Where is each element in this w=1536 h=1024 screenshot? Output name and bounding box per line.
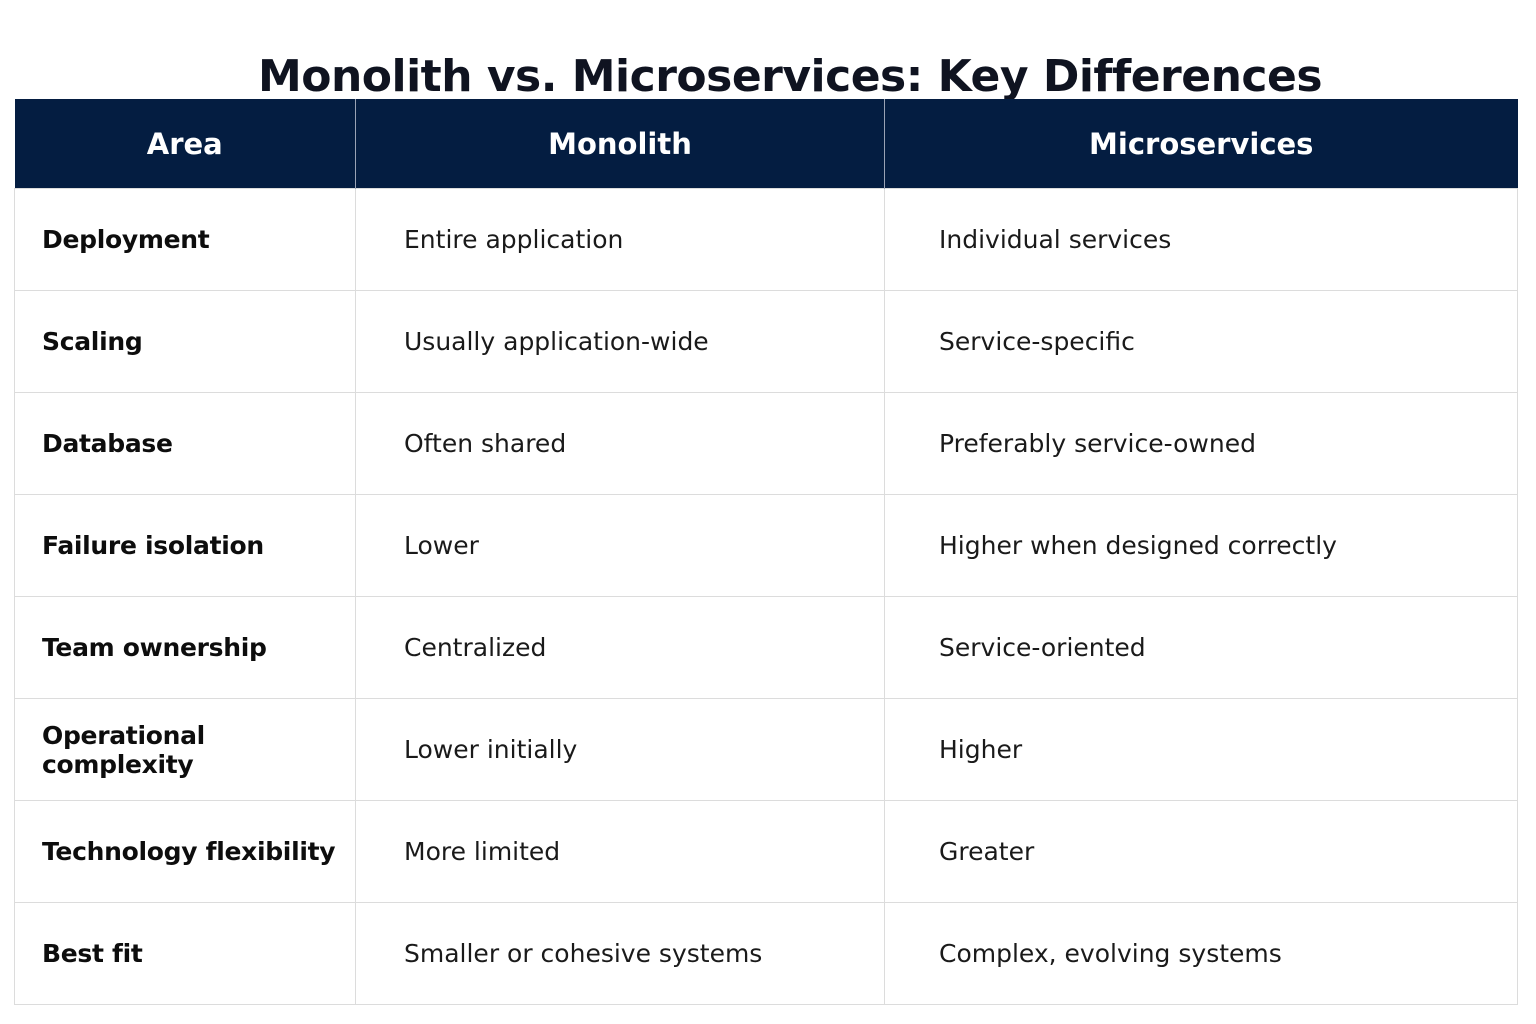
table-row: Scaling Usually application-wide Service… <box>14 290 1518 393</box>
row-monolith-cell: More limited <box>355 800 885 903</box>
table-body: Deployment Entire application Individual… <box>14 188 1518 1005</box>
header-microservices: Microservices <box>884 99 1518 189</box>
header-monolith: Monolith <box>355 99 885 189</box>
row-area-cell: Team ownership <box>14 596 356 699</box>
table-row: Deployment Entire application Individual… <box>14 188 1518 291</box>
row-monolith-cell: Smaller or cohesive systems <box>355 902 885 1005</box>
header-row: Area Monolith Microservices <box>14 99 1518 189</box>
row-microservices-cell: Greater <box>884 800 1518 903</box>
row-microservices-cell: Higher <box>884 698 1518 801</box>
row-monolith-cell: Often shared <box>355 392 885 495</box>
table-row: Best fit Smaller or cohesive systems Com… <box>14 902 1518 1005</box>
row-monolith-cell: Entire application <box>355 188 885 291</box>
row-microservices-cell: Service-oriented <box>884 596 1518 699</box>
row-microservices-cell: Service-specific <box>884 290 1518 393</box>
row-area-cell: Failure isolation <box>14 494 356 597</box>
row-area-cell: Database <box>14 392 356 495</box>
table-row: Operational complexity Lower initially H… <box>14 698 1518 801</box>
row-microservices-cell: Preferably service-owned <box>884 392 1518 495</box>
table-row: Failure isolation Lower Higher when desi… <box>14 494 1518 597</box>
row-microservices-cell: Individual services <box>884 188 1518 291</box>
table-header: Area Monolith Microservices <box>14 99 1518 189</box>
table-row: Technology flexibility More limited Grea… <box>14 800 1518 903</box>
row-microservices-cell: Complex, evolving systems <box>884 902 1518 1005</box>
row-monolith-cell: Centralized <box>355 596 885 699</box>
header-area: Area <box>14 99 356 189</box>
row-monolith-cell: Lower <box>355 494 885 597</box>
row-area-cell: Technology flexibility <box>14 800 356 903</box>
table-row: Database Often shared Preferably service… <box>14 392 1518 495</box>
page-title: Monolith vs. Microservices: Key Differen… <box>257 51 1323 103</box>
row-monolith-cell: Usually application-wide <box>355 290 885 393</box>
row-monolith-cell: Lower initially <box>355 698 885 801</box>
row-area-cell: Scaling <box>14 290 356 393</box>
row-microservices-cell: Higher when designed correctly <box>884 494 1518 597</box>
comparison-table-container: Area Monolith Microservices Deployment E… <box>14 99 1518 1005</box>
row-area-cell: Deployment <box>14 188 356 291</box>
table-row: Team ownership Centralized Service-orien… <box>14 596 1518 699</box>
row-area-cell: Operational complexity <box>14 698 356 801</box>
comparison-table: Area Monolith Microservices Deployment E… <box>14 99 1518 1005</box>
row-area-cell: Best fit <box>14 902 356 1005</box>
